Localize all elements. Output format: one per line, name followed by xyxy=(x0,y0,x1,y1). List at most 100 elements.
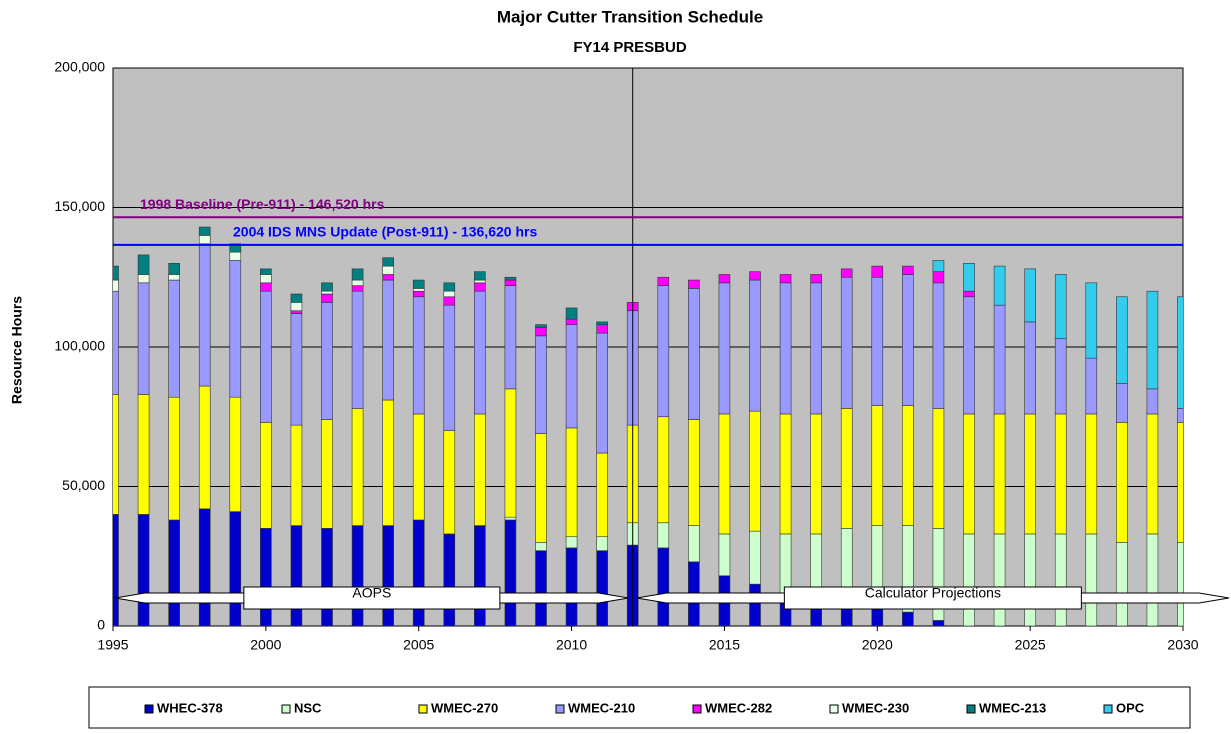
bar-segment xyxy=(229,243,242,253)
bar-segment xyxy=(382,399,394,526)
bar-segment xyxy=(688,525,700,563)
bar-segment xyxy=(1054,338,1067,415)
bar-segment xyxy=(565,427,578,538)
bar-segment xyxy=(810,413,822,535)
bar-segment xyxy=(412,288,425,292)
bar-segment xyxy=(260,290,272,423)
bar-segment xyxy=(718,413,731,535)
bar-segment xyxy=(474,271,486,281)
bar-segment xyxy=(113,290,119,395)
bar-segment xyxy=(382,265,394,275)
bar-segment xyxy=(412,413,425,521)
bar-segment xyxy=(198,235,211,245)
bar-segment xyxy=(1146,388,1159,415)
bar-segment xyxy=(932,282,945,409)
bar-segment xyxy=(749,410,761,532)
bar-segment xyxy=(412,296,425,415)
bar-segment xyxy=(810,274,822,284)
bar-segment xyxy=(963,262,975,292)
bar-segment xyxy=(749,279,761,412)
bar-segment xyxy=(504,279,517,286)
bar-segment xyxy=(168,262,180,275)
bar-segment xyxy=(504,285,517,390)
bar-segment xyxy=(321,419,333,529)
bar-segment xyxy=(198,243,211,387)
bar-segment xyxy=(198,385,211,510)
bar-segment xyxy=(993,413,1006,535)
bar-segment xyxy=(810,282,822,415)
legend-label: WMEC-270 xyxy=(431,700,498,715)
bar-segment xyxy=(963,413,975,535)
bar-segment xyxy=(198,226,211,236)
bar-segment xyxy=(113,265,119,281)
bar-segment xyxy=(779,413,792,535)
bar-segment xyxy=(260,274,272,284)
bar-segment xyxy=(229,260,242,398)
bar-segment xyxy=(351,408,364,526)
bar-segment xyxy=(137,514,150,626)
bar-segment xyxy=(198,508,211,626)
bar-segment xyxy=(1024,533,1036,626)
bar-segment xyxy=(351,525,364,626)
bar-segment xyxy=(1146,413,1159,535)
bar-segment xyxy=(993,265,1006,306)
bar-segment xyxy=(168,279,180,398)
bar-segment xyxy=(290,302,303,312)
bar-segment xyxy=(902,611,914,626)
bar-segment xyxy=(1146,290,1159,390)
bar-segment xyxy=(1177,296,1183,409)
bar-segment xyxy=(351,268,364,281)
bar-segment xyxy=(688,288,700,420)
bar-segment xyxy=(1146,533,1159,626)
legend-swatch xyxy=(692,704,702,714)
bar-segment xyxy=(535,550,547,626)
x-tick-label: 2000 xyxy=(250,637,281,653)
chart-subtitle: FY14 PRESBUD xyxy=(573,39,687,56)
bar-segment xyxy=(443,304,456,431)
bar-segment xyxy=(260,528,272,626)
bar-segment xyxy=(504,276,517,281)
bar-segment xyxy=(902,274,914,406)
bar-segment xyxy=(351,279,364,286)
bar-segment xyxy=(932,271,945,284)
bar-segment xyxy=(290,313,303,426)
legend-swatch xyxy=(555,704,565,714)
bar-segment xyxy=(443,430,456,535)
bar-segment xyxy=(474,525,486,626)
bar-segment xyxy=(596,321,608,325)
bar-segment xyxy=(535,327,547,337)
bar-segment xyxy=(382,279,394,401)
bar-segment xyxy=(718,533,731,577)
bar-segment xyxy=(321,290,333,295)
annotation-text: AOPS xyxy=(352,585,391,601)
bar-segment xyxy=(1054,533,1067,626)
legend-swatch xyxy=(829,704,839,714)
x-tick-label: 2005 xyxy=(403,637,434,653)
y-axis-label: Resource Hours xyxy=(9,296,25,404)
bar-segment xyxy=(596,332,608,454)
bar-segment xyxy=(351,285,364,292)
bar-segment xyxy=(565,324,578,429)
chart-title: Major Cutter Transition Schedule xyxy=(497,7,763,26)
bar-segment xyxy=(137,282,150,395)
bar-segment xyxy=(137,274,150,284)
bar-segment xyxy=(1024,413,1036,535)
bar-segment xyxy=(137,254,150,275)
bar-segment xyxy=(993,533,1006,626)
bar-segment xyxy=(1054,274,1067,339)
bar-segment xyxy=(474,413,486,526)
bar-segment xyxy=(749,271,761,281)
x-tick-label: 2020 xyxy=(862,637,893,653)
bar-segment xyxy=(657,547,670,626)
bar-segment xyxy=(290,525,303,626)
bar-segment xyxy=(504,516,517,521)
bar-segment xyxy=(113,394,119,515)
bar-segment xyxy=(565,536,578,549)
bar-segment xyxy=(382,525,394,626)
bar-segment xyxy=(596,536,608,551)
bar-segment xyxy=(565,307,578,320)
y-tick-label: 100,000 xyxy=(54,338,105,354)
legend-swatch xyxy=(418,704,428,714)
bar-segment xyxy=(902,265,914,275)
